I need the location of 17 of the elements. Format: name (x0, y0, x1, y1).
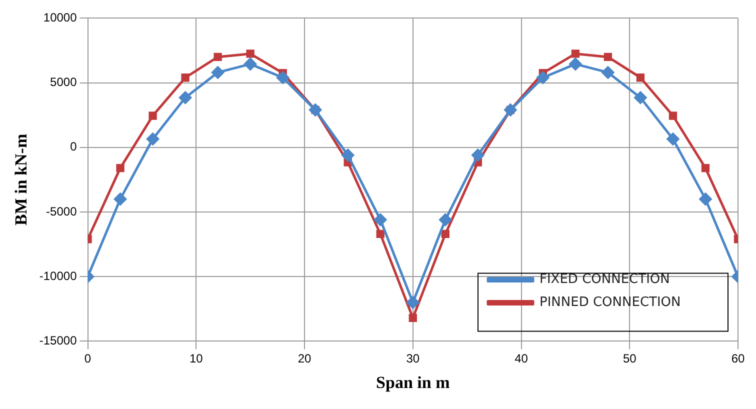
y-tick-label: 0 (70, 140, 78, 154)
y-tick-label: 5000 (50, 75, 78, 90)
y-tick-label: -15000 (39, 334, 78, 348)
y-axis-title: BM in kN-m (12, 134, 31, 226)
x-tick-label: 0 (84, 352, 92, 366)
x-tick-label: 30 (406, 352, 420, 366)
x-tick-label: 20 (298, 352, 312, 366)
legend-label: PINNED CONNECTION (540, 295, 681, 310)
x-tick-label: 60 (731, 352, 745, 366)
x-tick-label: 50 (622, 352, 637, 366)
y-tick-label: 10000 (43, 10, 78, 25)
legend-label: FIXED CONNECTION (540, 272, 670, 288)
x-axis-title: Span in m (376, 373, 450, 392)
y-tick-label: -5000 (46, 204, 78, 218)
x-tick-label: 10 (189, 352, 204, 366)
y-tick-label: -10000 (39, 268, 78, 283)
x-tick-label: 40 (514, 352, 528, 366)
